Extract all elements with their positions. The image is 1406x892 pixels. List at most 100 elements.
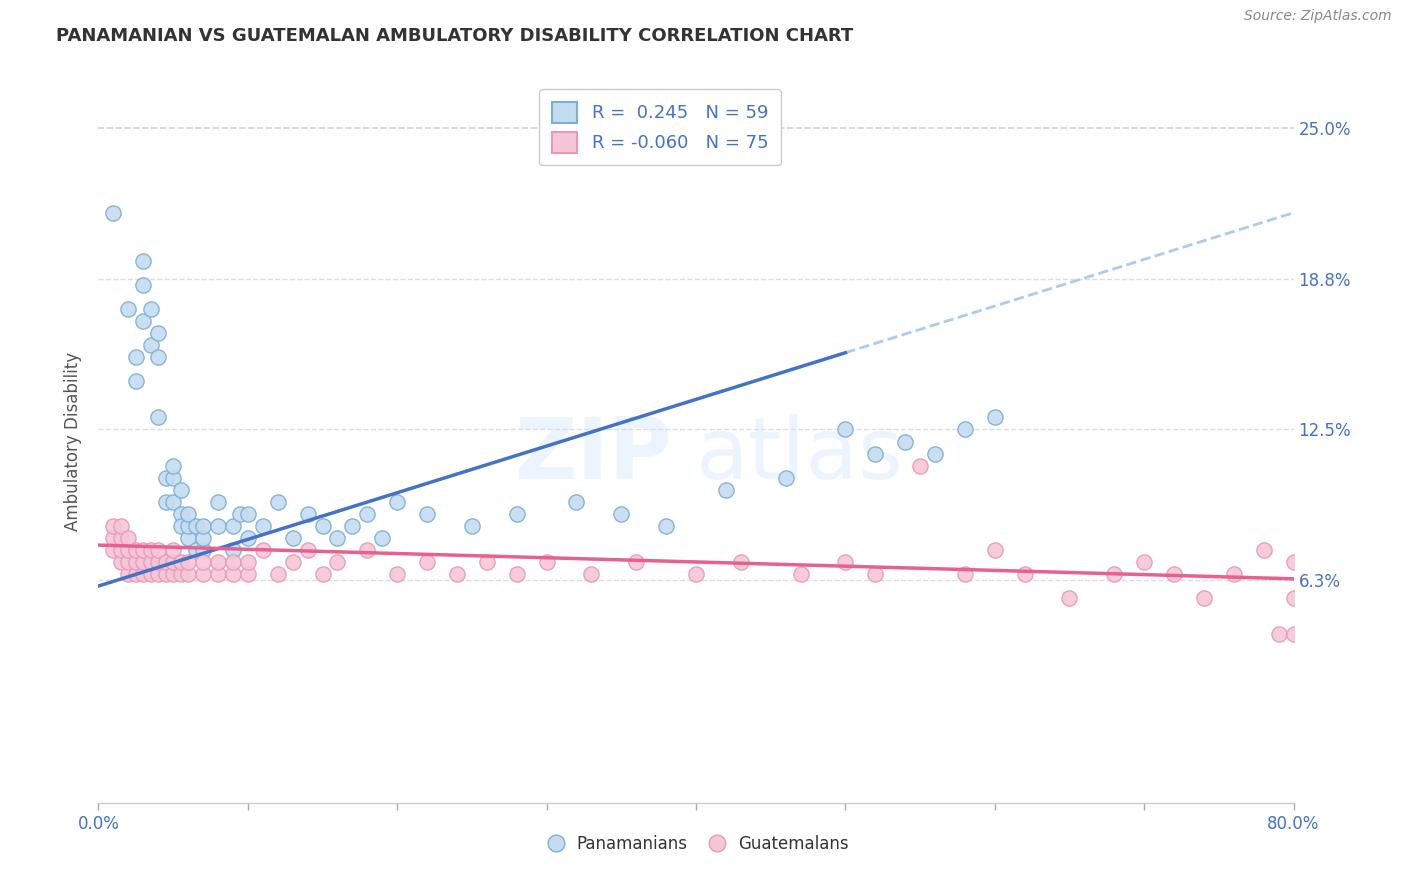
Point [184, 518, 207, 533]
Point [1192, 591, 1215, 606]
Point [162, 458, 184, 473]
Point [236, 507, 259, 521]
Point [177, 518, 200, 533]
Point [207, 567, 229, 582]
Point [626, 555, 648, 569]
Point [191, 531, 214, 545]
Point [865, 446, 887, 460]
Point [222, 542, 245, 557]
Point [177, 555, 200, 569]
Point [222, 567, 245, 582]
Point [236, 531, 259, 545]
Point [125, 375, 148, 389]
Point [252, 542, 274, 557]
Point [565, 494, 588, 508]
Point [326, 555, 349, 569]
Point [1163, 567, 1185, 582]
Point [953, 567, 976, 582]
Point [155, 494, 177, 508]
Point [148, 326, 170, 341]
Point [148, 555, 170, 569]
Point [110, 542, 132, 557]
Point [148, 567, 170, 582]
Point [117, 301, 139, 317]
Point [297, 542, 319, 557]
Point [342, 518, 364, 533]
Point [110, 531, 132, 545]
Point [191, 542, 214, 557]
Point [139, 567, 162, 582]
Point [191, 567, 214, 582]
Point [1282, 555, 1305, 569]
Point [924, 446, 946, 460]
Point [281, 531, 304, 545]
Point [252, 518, 274, 533]
Point [162, 542, 184, 557]
Point [148, 350, 170, 364]
Point [148, 542, 170, 557]
Point [1014, 567, 1036, 582]
Point [117, 555, 139, 569]
Point [1282, 591, 1305, 606]
Text: Source: ZipAtlas.com: Source: ZipAtlas.com [1244, 9, 1392, 23]
Point [356, 507, 378, 521]
Point [162, 471, 184, 485]
Point [162, 494, 184, 508]
Point [139, 542, 162, 557]
Point [132, 277, 155, 292]
Point [714, 483, 737, 497]
Point [416, 555, 439, 569]
Point [162, 555, 184, 569]
Point [894, 434, 917, 449]
Point [834, 423, 856, 437]
Point [103, 205, 125, 219]
Point [461, 518, 484, 533]
Point [610, 507, 633, 521]
Point [446, 567, 468, 582]
Point [865, 567, 887, 582]
Point [475, 555, 498, 569]
Point [730, 555, 752, 569]
Point [177, 531, 200, 545]
Point [281, 555, 304, 569]
Point [103, 542, 125, 557]
Point [416, 507, 439, 521]
Point [139, 555, 162, 569]
Point [536, 555, 558, 569]
Point [177, 507, 200, 521]
Point [356, 542, 378, 557]
Point [132, 314, 155, 328]
Point [207, 494, 229, 508]
Point [1133, 555, 1156, 569]
Point [117, 531, 139, 545]
Point [155, 471, 177, 485]
Point [191, 555, 214, 569]
Point [236, 555, 259, 569]
Point [1223, 567, 1246, 582]
Point [267, 494, 290, 508]
Legend: Panamanians, Guatemalans: Panamanians, Guatemalans [537, 828, 855, 860]
Point [125, 567, 148, 582]
Point [139, 301, 162, 317]
Point [184, 542, 207, 557]
Point [984, 410, 1007, 425]
Point [132, 542, 155, 557]
Point [155, 555, 177, 569]
Point [222, 555, 245, 569]
Point [506, 567, 529, 582]
Point [581, 567, 603, 582]
Point [326, 531, 349, 545]
Point [110, 518, 132, 533]
Point [148, 410, 170, 425]
Point [371, 531, 394, 545]
Point [155, 567, 177, 582]
Point [685, 567, 707, 582]
Point [125, 555, 148, 569]
Point [207, 518, 229, 533]
Point [169, 555, 191, 569]
Point [908, 458, 931, 473]
Point [953, 423, 976, 437]
Point [1059, 591, 1081, 606]
Point [1282, 627, 1305, 641]
Point [169, 483, 191, 497]
